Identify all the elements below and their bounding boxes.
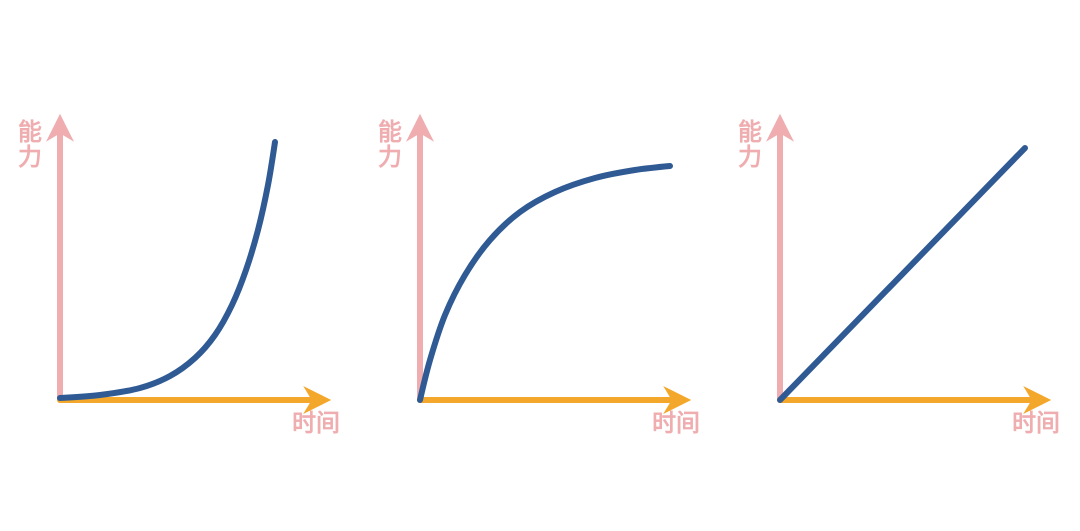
chart-panel-logarithmic-growth: 能 力时间 [360, 0, 720, 531]
chart-panel-exponential-growth: 能 力时间 [0, 0, 360, 531]
chart-svg [720, 0, 1080, 531]
panels-container: 能 力时间能 力时间能 力时间 [0, 0, 1080, 531]
data-curve [420, 166, 670, 400]
data-curve [780, 148, 1025, 400]
data-curve [60, 142, 275, 398]
chart-panel-linear-growth: 能 力时间 [720, 0, 1080, 531]
chart-svg [0, 0, 360, 531]
chart-svg [360, 0, 720, 531]
